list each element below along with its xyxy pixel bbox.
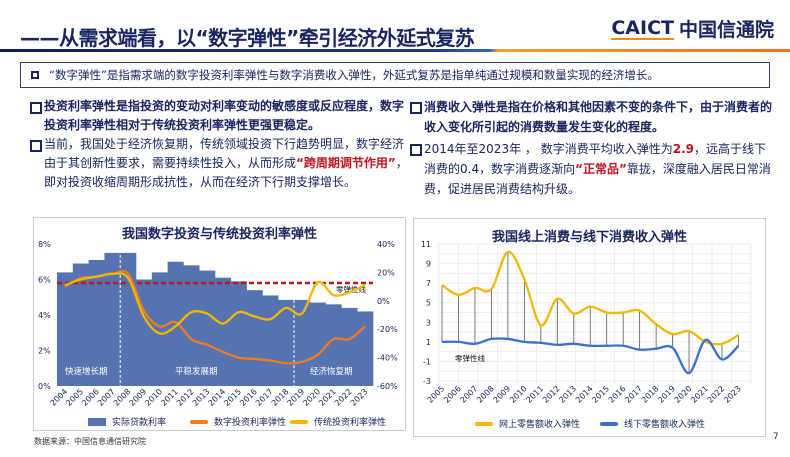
bar [309, 302, 326, 386]
y-tick: 1 [426, 338, 431, 347]
highlight: 2.9 [672, 142, 694, 156]
x-tick: 2012 [541, 384, 562, 405]
y-tick-left: 2% [38, 347, 51, 356]
chart-title: 我国线上消费与线下消费收入弹性 [491, 230, 687, 245]
legend-item: 线下零售额收入弹性 [600, 417, 705, 430]
series-line [64, 272, 366, 335]
data-source: 数据来源：中国信息通信研究院 [34, 437, 146, 446]
x-tick: 2011 [524, 384, 545, 405]
x-tick: 2010 [508, 384, 529, 405]
legend-item: 实际贷款利率 [88, 415, 166, 428]
x-tick: 2017 [623, 384, 644, 405]
right-point-2: 2014年至2023年 ， 数字消费平均收入弹性为2.9，远高于线下消费的0.4… [410, 139, 772, 199]
consumption-chart-panel: 我国线上消费与线下消费收入弹性 [413, 218, 766, 437]
x-tick: 2020 [673, 384, 694, 405]
bar [104, 252, 121, 386]
legend-label: 传统投资利率弹性 [314, 418, 387, 428]
zero-line-label: 零弹性线 [455, 353, 485, 363]
y-tick-left: 8% [38, 240, 51, 249]
left-point-1: 投资利率弹性是指投资的变动对利率变动的敏感度或反应程度，数字投资利率弹性相对于传… [30, 97, 410, 135]
y-tick: -1 [423, 357, 431, 366]
right-text: 消费收入弹性是指在价格和其他因素不变的条件下，由于消费者的收入变化所引起的消费数… [410, 97, 772, 199]
x-tick: 2014 [574, 384, 595, 405]
bar [199, 270, 216, 386]
highlight: “跨周期调节作用” [296, 156, 396, 170]
period-label: 平稳发展期 [175, 366, 218, 377]
y-tick-right: -60% [377, 382, 398, 391]
definition-box: “数字弹性”是指需求端的数字投资利率弹性与数字消费收入弹性，外延式复苏是指单纯通… [20, 62, 770, 88]
y-tick: -3 [423, 377, 431, 386]
period-label: 经济恢复期 [310, 366, 353, 377]
definition-text: “数字弹性”是指需求端的数字投资利率弹性与数字消费收入弹性，外延式复苏是指单纯通… [49, 68, 659, 82]
legend-item: 网上零售额收入弹性 [475, 417, 580, 430]
bar [325, 304, 342, 386]
x-tick: 2013 [557, 384, 578, 405]
y-tick-right: -20% [377, 325, 398, 334]
bar [341, 307, 358, 386]
x-tick: 2007 [459, 384, 480, 405]
series-line [441, 337, 740, 375]
bar [57, 272, 74, 386]
caict-logo: CAICT 中国信通院 [611, 15, 774, 42]
logo-cn: 中国信通院 [678, 19, 774, 41]
y-tick-right: 20% [377, 268, 395, 277]
bullet-icon [31, 71, 39, 79]
x-tick: 2015 [590, 384, 611, 405]
logo-en: CAICT [611, 16, 674, 40]
x-tick: 2009 [492, 384, 513, 405]
legend-item: 传统投资利率弹性 [290, 415, 386, 428]
x-tick: 2016 [607, 384, 628, 405]
chart-title: 我国数字投资与传统投资利率弹性 [121, 227, 317, 242]
y-tick: 9 [426, 260, 431, 269]
bar [167, 261, 184, 386]
legend-item: 数字投资利率弹性 [190, 415, 286, 428]
zero-line-label: 零弹性线 [336, 284, 366, 294]
x-tick: 2005 [426, 384, 447, 405]
legend-label: 数字投资利率弹性 [214, 418, 287, 428]
x-tick: 2018 [640, 384, 661, 405]
x-tick: 2008 [475, 384, 496, 405]
right-point-1: 消费收入弹性是指在价格和其他因素不变的条件下，由于消费者的收入变化所引起的消费数… [410, 97, 772, 137]
text: 2014年至2023年 ， 数字消费平均收入弹性为 [424, 142, 673, 156]
bar [151, 272, 168, 386]
y-tick-left: 0% [38, 382, 51, 391]
text: ，远高于线下消费的0.4，数字消费逐渐向 [424, 142, 766, 176]
x-tick: 2021 [689, 384, 710, 405]
period-label: 快速增长期 [65, 366, 108, 377]
y-tick: 3 [426, 318, 431, 327]
y-tick-right: 40% [377, 240, 395, 249]
left-text: 投资利率弹性是指投资的变动对利率变动的敏感度或反应程度，数字投资利率弹性相对于传… [30, 97, 410, 192]
y-tick-right: 0% [377, 297, 390, 306]
left-point-2: 当前，我国处于经济恢复期，传统领域投资下行趋势明显，数字经济由于其创新性要求，需… [30, 135, 410, 192]
bar [215, 277, 232, 386]
text: 当前，我国处于经济恢复期，传统领域投资下行趋势明显，数字经济由于其创新性要求，需… [44, 137, 405, 170]
legend-label: 实际贷款利率 [112, 418, 167, 428]
bar [294, 299, 311, 386]
series-line [441, 250, 740, 346]
page-title: ——从需求端看，以“数字弹性”牵引经济外延式复苏 [20, 26, 475, 50]
text: ，即对投资收缩周期形成抗性，从而在经济下行期支撑增长。 [44, 156, 408, 189]
x-tick: 2019 [656, 384, 677, 405]
highlight: “正常品” [575, 162, 627, 176]
y-tick: 11 [421, 240, 431, 249]
x-tick: 2023 [722, 384, 743, 405]
y-tick: 7 [426, 279, 431, 288]
legend-label: 线下零售额收入弹性 [624, 420, 706, 430]
bar [230, 281, 247, 386]
page-number: 7 [773, 432, 779, 442]
y-tick: 5 [426, 299, 431, 308]
text: 靠拢，深度融入居民日常消费，促进居民消费结构升级。 [424, 162, 771, 196]
bar [183, 265, 200, 386]
y-tick-left: 4% [38, 311, 51, 320]
legend-label: 网上零售额收入弹性 [499, 420, 581, 430]
y-tick-right: -40% [377, 354, 398, 363]
x-tick: 2006 [442, 384, 463, 405]
bar [88, 259, 105, 386]
y-tick-left: 6% [38, 276, 51, 285]
x-tick: 2022 [706, 384, 727, 405]
bar [72, 263, 89, 386]
header-rule [0, 49, 790, 52]
